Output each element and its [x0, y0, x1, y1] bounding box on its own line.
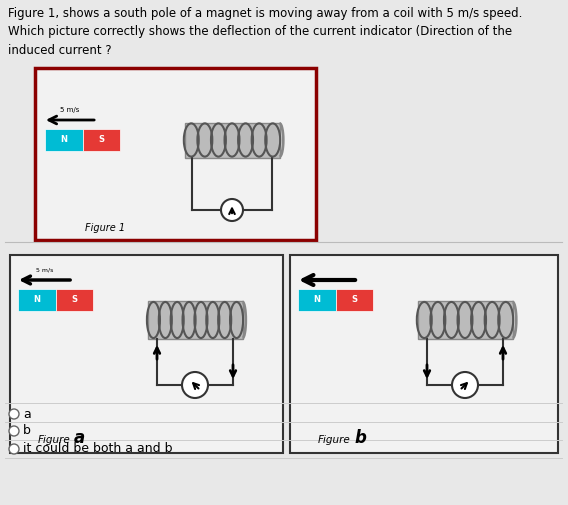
- Text: a: a: [74, 429, 85, 447]
- Bar: [18, 289, 56, 311]
- Bar: [10, 255, 283, 453]
- Text: b: b: [23, 425, 31, 437]
- Circle shape: [9, 409, 19, 419]
- Text: S: S: [351, 295, 357, 305]
- Text: 5 m/s: 5 m/s: [60, 107, 80, 113]
- Text: N: N: [313, 295, 320, 305]
- Bar: [148, 301, 243, 339]
- Text: b: b: [354, 429, 366, 447]
- Text: Figure 1, shows a south pole of a magnet is moving away from a coil with 5 m/s s: Figure 1, shows a south pole of a magnet…: [8, 7, 523, 57]
- Bar: [298, 289, 336, 311]
- Text: N: N: [60, 135, 67, 144]
- Bar: [82, 129, 120, 151]
- Text: Figure: Figure: [318, 435, 351, 445]
- Bar: [56, 289, 93, 311]
- Text: N: N: [34, 295, 40, 305]
- Bar: [185, 123, 279, 158]
- Bar: [290, 255, 558, 453]
- Text: 5 m/s: 5 m/s: [36, 267, 54, 272]
- Circle shape: [221, 199, 243, 221]
- Circle shape: [452, 372, 478, 398]
- Text: Figure 1: Figure 1: [85, 223, 125, 233]
- Text: a: a: [23, 408, 31, 421]
- Bar: [45, 129, 82, 151]
- Bar: [336, 289, 373, 311]
- Bar: [35, 68, 316, 240]
- Circle shape: [9, 444, 19, 454]
- Text: it could be both a and b: it could be both a and b: [23, 442, 173, 456]
- Circle shape: [9, 426, 19, 436]
- Circle shape: [182, 372, 208, 398]
- Bar: [417, 301, 512, 339]
- Text: S: S: [71, 295, 77, 305]
- Text: S: S: [98, 135, 105, 144]
- Text: Figure: Figure: [38, 435, 71, 445]
